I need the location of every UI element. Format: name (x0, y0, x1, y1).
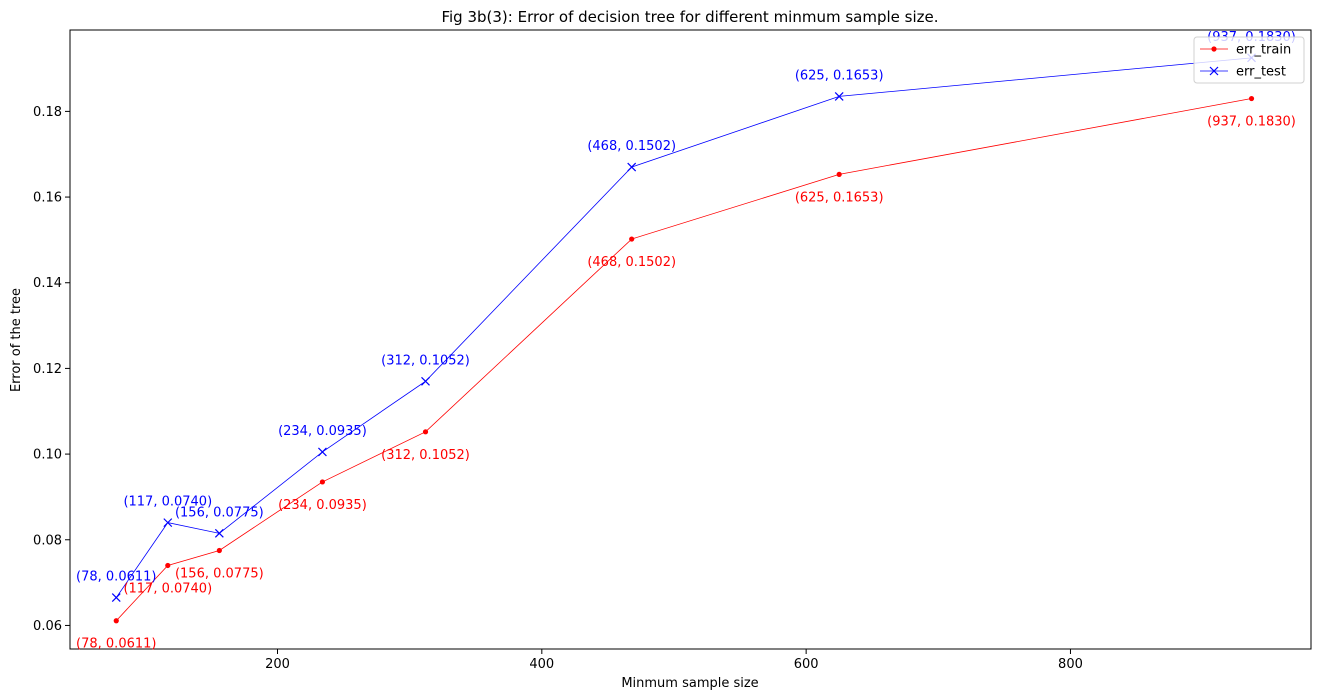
data-point-err_train (165, 562, 171, 569)
data-label-err_train: (468, 0.1502) (587, 255, 676, 270)
data-label-err_test: (625, 0.1653) (795, 68, 884, 83)
data-point-err_test (627, 162, 637, 172)
y-tick-label: 0.16 (33, 191, 62, 206)
data-label-err_test: (156, 0.0775) (175, 505, 264, 520)
legend-label-err_test: err_test (1236, 65, 1286, 80)
data-label-err_test: (468, 0.1502) (587, 139, 676, 154)
marker-stroke (214, 528, 224, 538)
y-tick-label: 0.06 (33, 619, 62, 634)
marker-stroke (627, 162, 637, 172)
data-label-err_train: (312, 0.1052) (381, 448, 470, 463)
y-tick-label: 0.12 (33, 362, 62, 377)
axes: 200 400 600 800 0.06 0.08 0.10 0.12 0.14 0.16 0.18 (33, 105, 1083, 672)
legend-marker-err_train (1211, 46, 1217, 52)
data-point-err_test (834, 91, 844, 101)
data-point-err_test (421, 376, 430, 386)
series-line-err_test (115, 57, 1252, 598)
data-point-err_test (163, 518, 173, 528)
data-point-err_train (836, 171, 842, 177)
legend-box (1193, 36, 1305, 84)
data-label-err_train: (234, 0.0935) (278, 498, 367, 513)
x-tick-label: 600 (794, 657, 819, 672)
data-label-err_train: (625, 0.1653) (795, 190, 884, 205)
data-point-err_test (111, 593, 121, 603)
data-label-err_train: (117, 0.0740) (123, 581, 212, 596)
data-label-err_test: (117, 0.0740) (123, 495, 212, 510)
y-tick-label: 0.08 (33, 533, 62, 548)
data-point-err_train (216, 547, 222, 554)
marker-stroke (834, 91, 844, 101)
data-label-err_test: (312, 0.1052) (381, 353, 470, 368)
marker-stroke (318, 447, 327, 457)
x-axis-label: Minmum sample size (621, 676, 758, 691)
legend: err_train err_test (1193, 36, 1305, 84)
chart-title: Fig 3b(3): Error of decision tree for di… (441, 8, 938, 26)
data-point-err_test (214, 528, 224, 538)
data-point-err_train (319, 479, 326, 485)
legend-label-err_train: err_train (1236, 43, 1291, 58)
y-tick-label: 0.14 (33, 276, 62, 291)
plot-area-frame (69, 29, 1312, 650)
data-label-err_train: (937, 0.1830) (1207, 115, 1296, 130)
data-label-err_test: (78, 0.0611) (76, 570, 156, 585)
x-tick-label: 800 (1058, 657, 1083, 672)
data-point-err_train (1248, 95, 1255, 102)
data-point-err_train (629, 236, 635, 242)
y-axis-label: Error of the tree (9, 288, 24, 392)
y-tick-label: 0.10 (33, 448, 62, 463)
data-label-err_train: (78, 0.0611) (76, 637, 156, 652)
data-point-err_train (113, 618, 119, 624)
y-tick-label: 0.18 (33, 105, 62, 120)
annotations-layer: (78, 0.0611)(117, 0.0740)(156, 0.0775)(2… (76, 30, 1296, 652)
data-point-err_test (318, 447, 327, 457)
x-tick-label: 400 (529, 657, 554, 672)
series-line-err_train (115, 98, 1252, 622)
legend-marker-err_test (1209, 66, 1219, 76)
marker-stroke (421, 376, 430, 386)
series-err_train (113, 95, 1255, 624)
marker-stroke (111, 593, 121, 603)
data-label-err_train: (156, 0.0775) (175, 566, 264, 581)
series-err_test (111, 53, 1256, 603)
data-label-err_test: (234, 0.0935) (278, 424, 367, 439)
x-tick-label: 200 (265, 657, 290, 672)
marker-stroke (163, 518, 173, 528)
data-point-err_train (422, 429, 429, 435)
marker-stroke (1209, 66, 1219, 76)
series-layer (111, 53, 1256, 624)
